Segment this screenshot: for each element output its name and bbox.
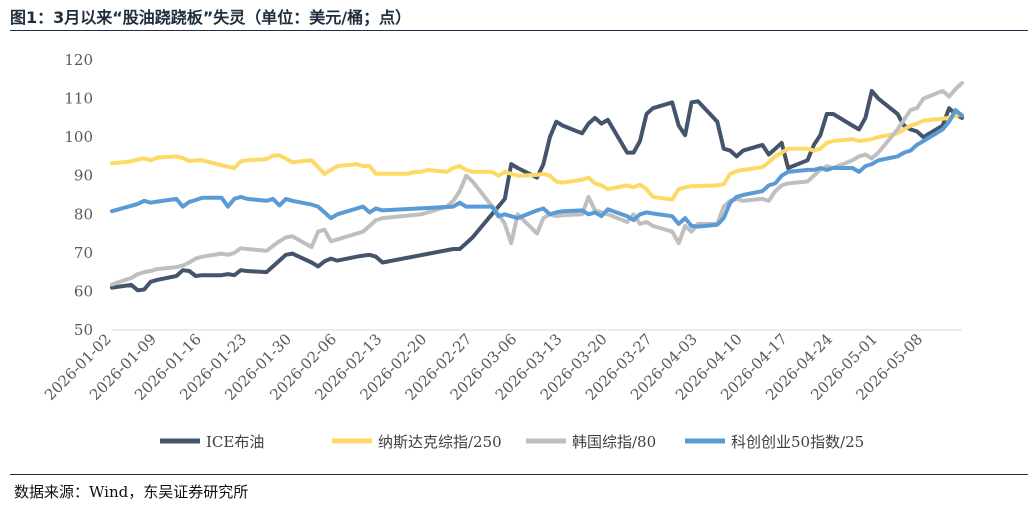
figure-title: 图1：3月以来“股油跷跷板”失灵（单位：美元/桶；点） xyxy=(10,8,412,27)
legend-label: ICE布油 xyxy=(206,433,264,451)
series-line-2 xyxy=(110,112,964,202)
legend: ICE布油 纳斯达克综指/250 韩国综指/80 科创创业50指数/25 xyxy=(160,433,864,451)
source-note: 数据来源：Wind，东吴证券研究所 xyxy=(14,483,249,501)
y-tick-label: 120 xyxy=(64,51,93,69)
y-tick-label: 60 xyxy=(74,282,93,300)
series-line-4 xyxy=(110,108,964,229)
legend-label: 科创创业50指数/25 xyxy=(731,433,864,451)
series-line-1 xyxy=(110,88,964,293)
bottom-rule xyxy=(10,474,1028,475)
y-tick-label: 110 xyxy=(64,90,93,108)
x-axis: 2026-01-022026-01-092026-01-162026-01-23… xyxy=(41,330,926,404)
y-axis: 50 60 70 80 90 100 110 120 xyxy=(64,51,93,339)
y-tick-label: 70 xyxy=(74,244,93,262)
y-tick-label: 50 xyxy=(74,321,93,339)
plot-area xyxy=(110,81,964,293)
y-tick-label: 90 xyxy=(74,167,93,185)
top-rule xyxy=(10,30,1028,31)
legend-label: 纳斯达克综指/250 xyxy=(378,433,502,451)
legend-label: 韩国综指/80 xyxy=(572,433,656,451)
y-tick-label: 100 xyxy=(64,128,93,146)
y-tick-label: 80 xyxy=(74,205,93,223)
series-line-3 xyxy=(110,81,964,287)
